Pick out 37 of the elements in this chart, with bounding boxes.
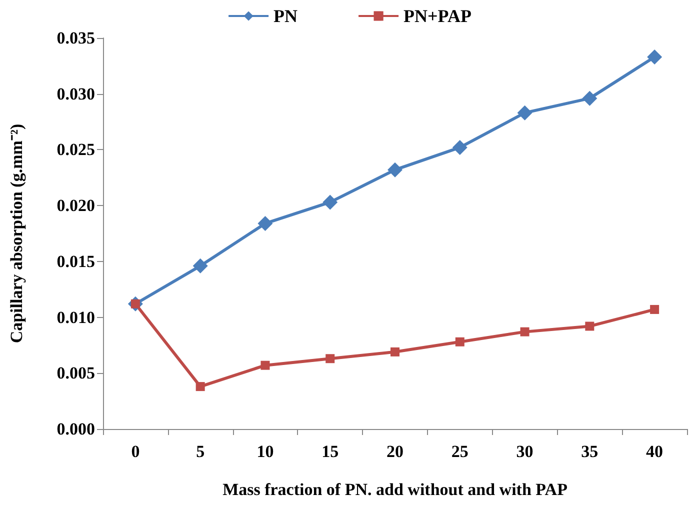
point xyxy=(260,360,270,370)
point xyxy=(517,105,532,120)
y-tick-label: 0.000 xyxy=(56,420,95,438)
x-tick-label: 25 xyxy=(451,442,468,461)
x-tick-label: 30 xyxy=(516,442,534,461)
x-tick-label: 35 xyxy=(581,442,598,461)
y-tick-label: 0.015 xyxy=(56,252,95,271)
x-tick-label: 15 xyxy=(322,442,339,461)
point xyxy=(452,140,468,155)
point xyxy=(196,382,205,392)
x-tick-label: 0 xyxy=(131,442,140,461)
y-tick-label: 0.020 xyxy=(56,196,95,216)
point xyxy=(388,162,402,178)
y-tick-label: 0.025 xyxy=(56,140,95,160)
y-tick-label: 0.005 xyxy=(56,364,95,383)
x-axis-title: Mass fraction of PN. add without and with PAP xyxy=(222,480,568,499)
y-tick-label: 0.030 xyxy=(56,84,95,104)
point xyxy=(326,354,335,364)
point xyxy=(585,322,594,331)
legend-label: PN+PAP xyxy=(404,6,472,26)
y-tick-label: 0.010 xyxy=(56,308,95,327)
x-tick-label: 20 xyxy=(386,442,404,461)
point xyxy=(582,90,598,106)
x-tick-label: 5 xyxy=(196,442,205,461)
point xyxy=(455,337,464,346)
x-tick-label: 10 xyxy=(256,442,274,461)
point xyxy=(647,49,662,64)
point xyxy=(520,327,530,336)
point xyxy=(192,258,208,274)
point xyxy=(650,304,660,314)
x-tick-label: 40 xyxy=(646,442,664,461)
y-axis-title: Capillary absorption (g.mm⁻²) xyxy=(7,124,26,344)
point xyxy=(390,347,400,356)
y-tick-label: 0.035 xyxy=(56,28,95,48)
legend-label: PN xyxy=(274,6,298,26)
point xyxy=(322,194,338,210)
point xyxy=(258,216,273,231)
